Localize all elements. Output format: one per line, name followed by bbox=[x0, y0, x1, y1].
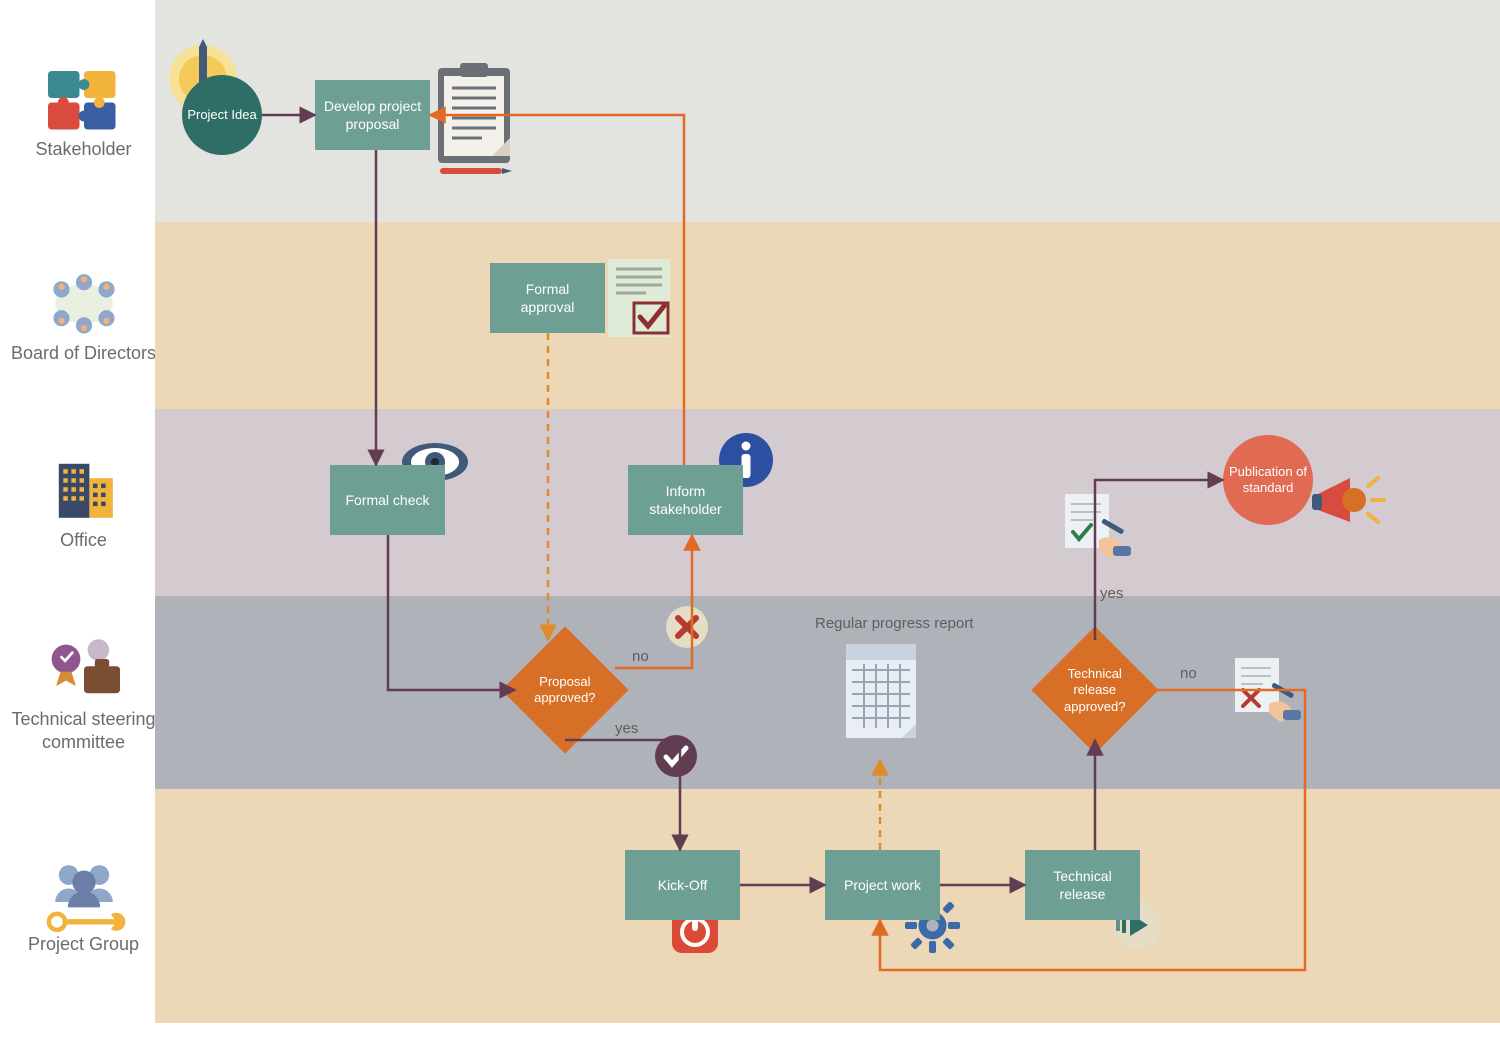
lane-label-text: Office bbox=[60, 529, 107, 552]
label-progress-report: Regular progress report bbox=[815, 615, 973, 632]
node-formal-check: Formal check bbox=[330, 465, 445, 535]
megaphone-icon bbox=[1310, 470, 1388, 536]
node-label: Publication of standard bbox=[1223, 464, 1313, 497]
label-no-2: no bbox=[1180, 665, 1197, 682]
lane-label-stakeholder: Stakeholder bbox=[0, 0, 167, 222]
node-kickoff: Kick-Off bbox=[625, 850, 740, 920]
reject-x-icon bbox=[665, 605, 709, 649]
node-label: Technical release bbox=[1033, 867, 1132, 903]
node-label: Formal approval bbox=[498, 280, 597, 316]
lane-label-text: Project Group bbox=[28, 933, 139, 956]
lane-label-text: Stakeholder bbox=[35, 138, 131, 161]
swimlane-diagram: Stakeholder bbox=[0, 0, 1500, 1050]
clipboard-icon bbox=[432, 60, 524, 185]
accept-check-icon bbox=[654, 734, 698, 778]
hand-sign-yes-icon bbox=[1055, 490, 1133, 562]
lane-label-steering: Technical steering committee bbox=[0, 596, 167, 789]
node-label: Kick-Off bbox=[658, 876, 708, 894]
node-label: Technical release approved? bbox=[1050, 666, 1140, 715]
node-develop-proposal: Develop project proposal bbox=[315, 80, 430, 150]
building-icon bbox=[39, 453, 129, 523]
label-yes-2: yes bbox=[1100, 585, 1123, 602]
lane-projectgroup: Project Group bbox=[0, 789, 1500, 1023]
node-label: Project work bbox=[844, 876, 921, 894]
lane-label-board: Board of Directors bbox=[0, 222, 167, 409]
hand-sign-no-icon bbox=[1225, 654, 1303, 726]
lane-board: Board of Directors bbox=[0, 222, 1500, 409]
document-check-icon bbox=[602, 255, 682, 347]
puzzle-icon bbox=[39, 62, 129, 132]
label-yes-1: yes bbox=[615, 720, 638, 737]
lane-label-projectgroup: Project Group bbox=[0, 789, 167, 1023]
lane-label-text: Technical steering committee bbox=[6, 708, 161, 753]
node-label: Develop project proposal bbox=[323, 97, 422, 133]
node-project-idea: Project Idea bbox=[182, 75, 262, 155]
team-wrench-icon bbox=[39, 857, 129, 927]
node-technical-release: Technical release bbox=[1025, 850, 1140, 920]
node-label: Project Idea bbox=[187, 107, 256, 123]
board-meeting-icon bbox=[39, 266, 129, 336]
node-publication: Publication of standard bbox=[1223, 435, 1313, 525]
briefcase-award-icon bbox=[39, 632, 129, 702]
node-label: Proposal approved? bbox=[520, 674, 610, 707]
label-no-1: no bbox=[632, 648, 649, 665]
node-formal-approval: Formal approval bbox=[490, 263, 605, 333]
node-inform-stakeholder: Inform stakeholder bbox=[628, 465, 743, 535]
lane-label-text: Board of Directors bbox=[11, 342, 156, 365]
node-project-work: Project work bbox=[825, 850, 940, 920]
lane-label-office: Office bbox=[0, 409, 167, 596]
report-document-icon bbox=[840, 640, 922, 750]
node-label: Inform stakeholder bbox=[636, 482, 735, 518]
node-label: Formal check bbox=[345, 491, 429, 509]
